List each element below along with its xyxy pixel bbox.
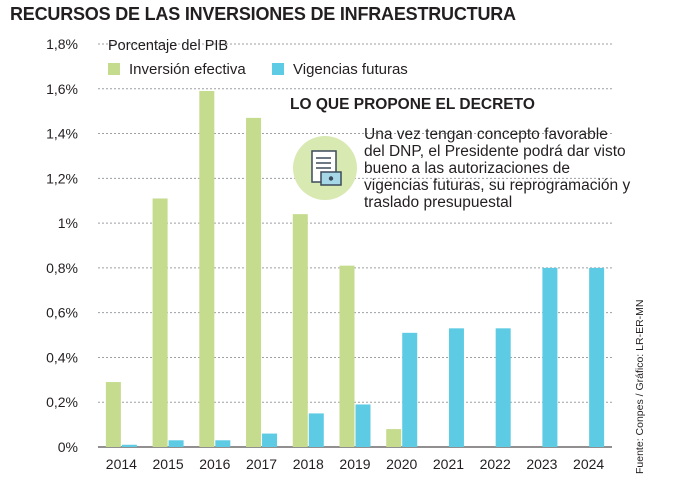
x-tick-label: 2014 xyxy=(106,456,137,472)
bar-vigencias-2019 xyxy=(355,404,371,447)
x-tick-label: 2022 xyxy=(480,456,511,472)
y-axis-ticks: 0% 0,2% 0,4% 0,6% 0,8% 1% 1,2% 1,4% 1,6% 1,8% xyxy=(46,36,78,455)
bar-vigencias-2021 xyxy=(448,328,464,447)
bar-vigencias-2023 xyxy=(542,267,558,447)
x-tick-label: 2021 xyxy=(433,456,464,472)
callout-text: Una vez tengan concepto favorable del DN… xyxy=(364,126,631,211)
x-tick-label: 2024 xyxy=(573,456,604,472)
x-tick-label: 2019 xyxy=(339,456,370,472)
bar-vigencias-2018 xyxy=(308,413,324,447)
bar-inversion-2018 xyxy=(292,214,308,447)
bar-vigencias-2022 xyxy=(495,328,511,447)
bar-inversion-2020 xyxy=(386,429,402,447)
callout-title: LO QUE PROPONE EL DECRETO xyxy=(290,96,535,113)
bar-vigencias-2014 xyxy=(121,444,137,447)
bars xyxy=(105,91,605,448)
bar-vigencias-2015 xyxy=(168,440,184,447)
x-tick-label: 2016 xyxy=(199,456,230,472)
bar-vigencias-2017 xyxy=(262,433,278,447)
y-tick-label: 1% xyxy=(58,215,78,231)
unit-label: Porcentaje del PIB xyxy=(108,38,229,54)
x-tick-label: 2023 xyxy=(526,456,557,472)
legend-swatch-vigencias xyxy=(272,63,284,75)
bar-vigencias-2016 xyxy=(215,440,231,447)
x-tick-label: 2018 xyxy=(293,456,324,472)
y-tick-label: 0,4% xyxy=(46,349,78,365)
y-tick-label: 0,8% xyxy=(46,260,78,276)
x-tick-label: 2017 xyxy=(246,456,277,472)
chart-title: RECURSOS DE LAS INVERSIONES DE INFRAESTR… xyxy=(10,4,516,24)
x-tick-label: 2020 xyxy=(386,456,417,472)
y-tick-label: 1,4% xyxy=(46,126,78,142)
legend-label-inversion: Inversión efectiva xyxy=(129,60,246,78)
bar-vigencias-2024 xyxy=(589,267,605,447)
y-tick-label: 1,8% xyxy=(46,36,78,52)
document-icon xyxy=(293,136,357,200)
bar-inversion-2016 xyxy=(199,91,215,448)
bar-inversion-2017 xyxy=(246,117,262,447)
x-axis-ticks: 2014 2015 2016 2017 2018 2019 2020 2021 2022 2023… xyxy=(106,456,605,472)
bar-vigencias-2020 xyxy=(402,332,418,447)
bar-inversion-2019 xyxy=(339,265,355,447)
y-tick-label: 0,2% xyxy=(46,394,78,410)
y-tick-label: 0% xyxy=(58,439,78,455)
legend-label-vigencias: Vigencias futuras xyxy=(293,60,408,78)
bar-inversion-2014 xyxy=(105,382,121,447)
x-tick-label: 2015 xyxy=(153,456,184,472)
legend-swatch-inversion xyxy=(108,63,120,75)
legend-item-vigencias: Vigencias futuras xyxy=(272,60,408,78)
y-tick-label: 0,6% xyxy=(46,305,78,321)
source-note: Fuente: Conpes / Gráfico: LR-ER-MN xyxy=(634,299,646,474)
y-tick-label: 1,2% xyxy=(46,170,78,186)
legend-item-inversion: Inversión efectiva xyxy=(108,60,246,78)
y-tick-label: 1,6% xyxy=(46,81,78,97)
bar-inversion-2015 xyxy=(152,198,168,447)
